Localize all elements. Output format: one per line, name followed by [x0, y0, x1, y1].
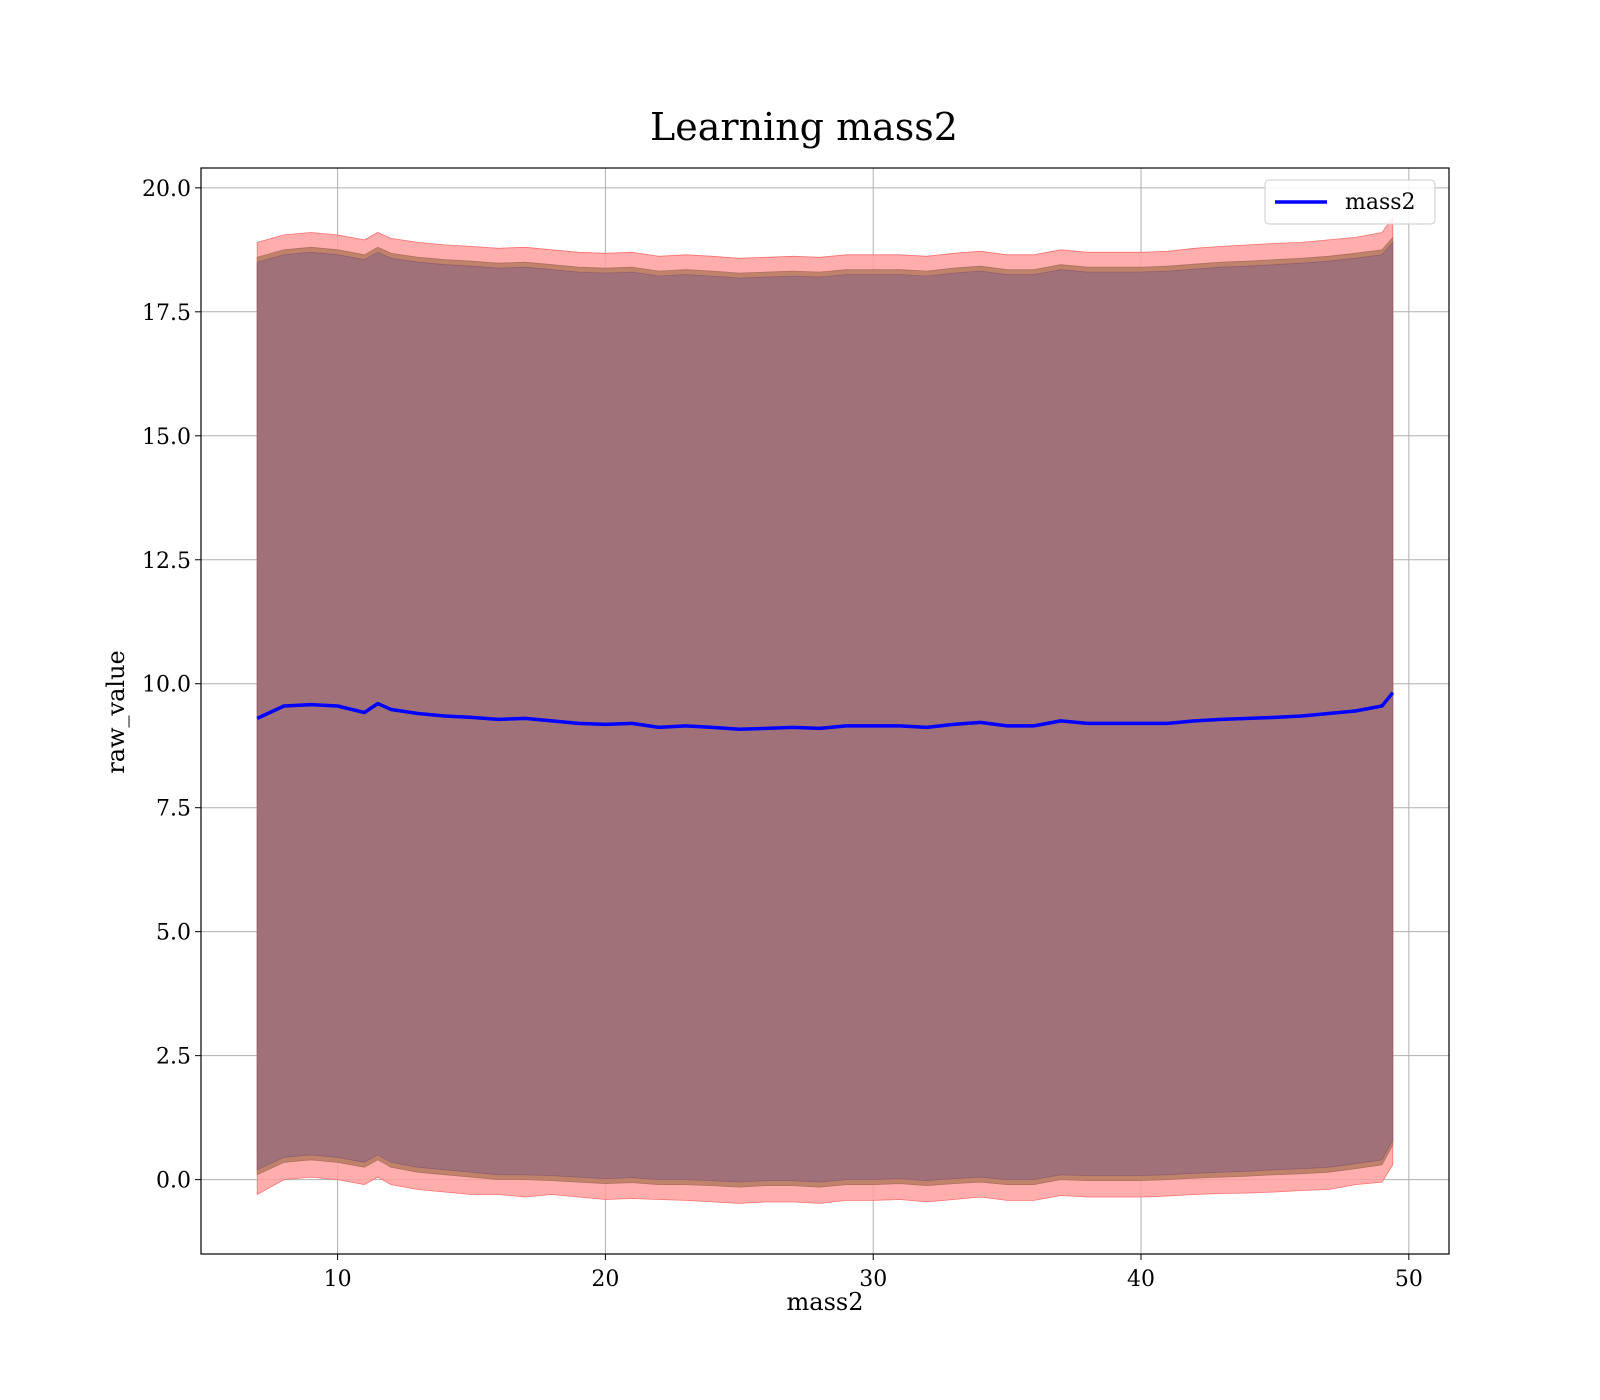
y-tick-label: 17.5 — [142, 301, 191, 326]
y-tick-label: 0.0 — [156, 1169, 191, 1194]
x-tick-label: 50 — [1395, 1267, 1423, 1292]
x-tick-label: 10 — [324, 1267, 352, 1292]
x-tick-label: 30 — [859, 1267, 887, 1292]
plot-frame — [200, 167, 1450, 1255]
y-tick-label: 7.5 — [156, 797, 191, 822]
y-tick-label: 15.0 — [142, 425, 191, 450]
x-tick-label: 20 — [591, 1267, 619, 1292]
confidence-bands — [256, 216, 1394, 1204]
legend-entry-mass2: mass2 — [1345, 190, 1416, 215]
y-tick-label: 5.0 — [156, 921, 191, 946]
y-tick-label: 20.0 — [142, 177, 191, 202]
y-tick-label: 2.5 — [156, 1045, 191, 1070]
series-lines — [256, 691, 1395, 732]
y-tick-label: 12.5 — [142, 549, 191, 574]
x-tick-label: 40 — [1127, 1267, 1155, 1292]
legend-box — [1264, 179, 1436, 225]
y-axis-label: raw_value — [102, 650, 130, 774]
x-axis-label: mass2 — [787, 1288, 864, 1316]
legend: mass2 — [1264, 179, 1436, 225]
x-axis-ticks: 10 20 30 40 50 — [324, 1254, 1423, 1292]
series-line-mass2 — [256, 691, 1395, 732]
chart-title: Learning mass2 — [650, 105, 958, 149]
y-tick-label: 10.0 — [142, 673, 191, 698]
y-axis-ticks: 0.0 2.5 5.0 7.5 10.0 12.5 15.0 17.5 20.0 — [142, 177, 201, 1194]
inner-band — [256, 241, 1394, 1183]
